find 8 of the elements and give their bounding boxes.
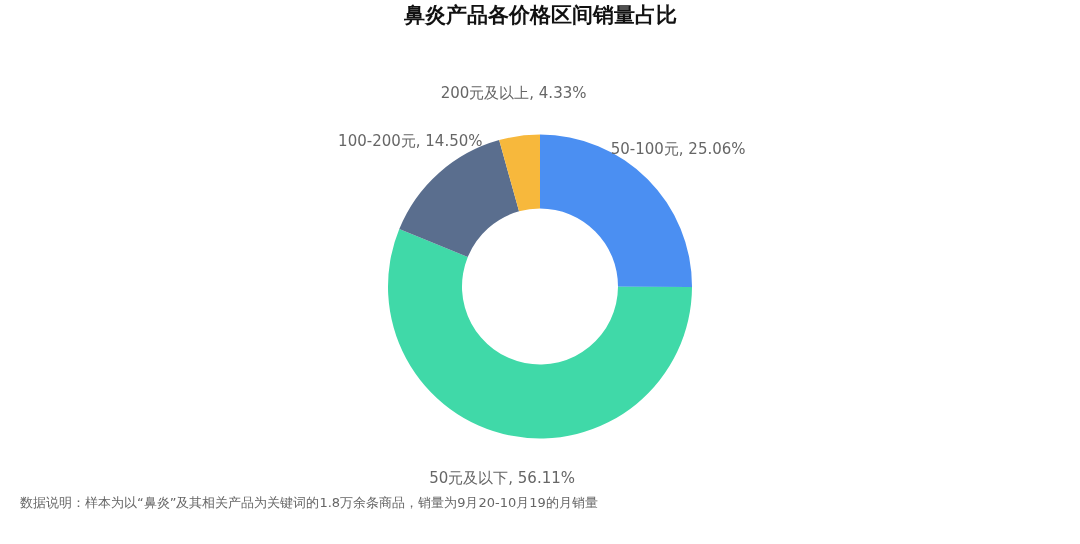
chart-title: 鼻炎产品各价格区间销量占比 (402, 3, 677, 27)
slice-label: 100-200元, 14.50% (338, 131, 483, 150)
donut-slice (499, 134, 540, 212)
slice-label: 50元及以下, 56.11% (429, 468, 575, 487)
donut-slice (388, 229, 692, 439)
slice-label: 200元及以上, 4.33% (440, 84, 587, 103)
slice-label: 50-100元, 25.06% (610, 139, 746, 158)
text: 数据说明：样本为以“鼻炎”及其相关产品为关键词的1.8万余条商品，销量为9月20-10月19的月销量 (20, 495, 598, 510)
